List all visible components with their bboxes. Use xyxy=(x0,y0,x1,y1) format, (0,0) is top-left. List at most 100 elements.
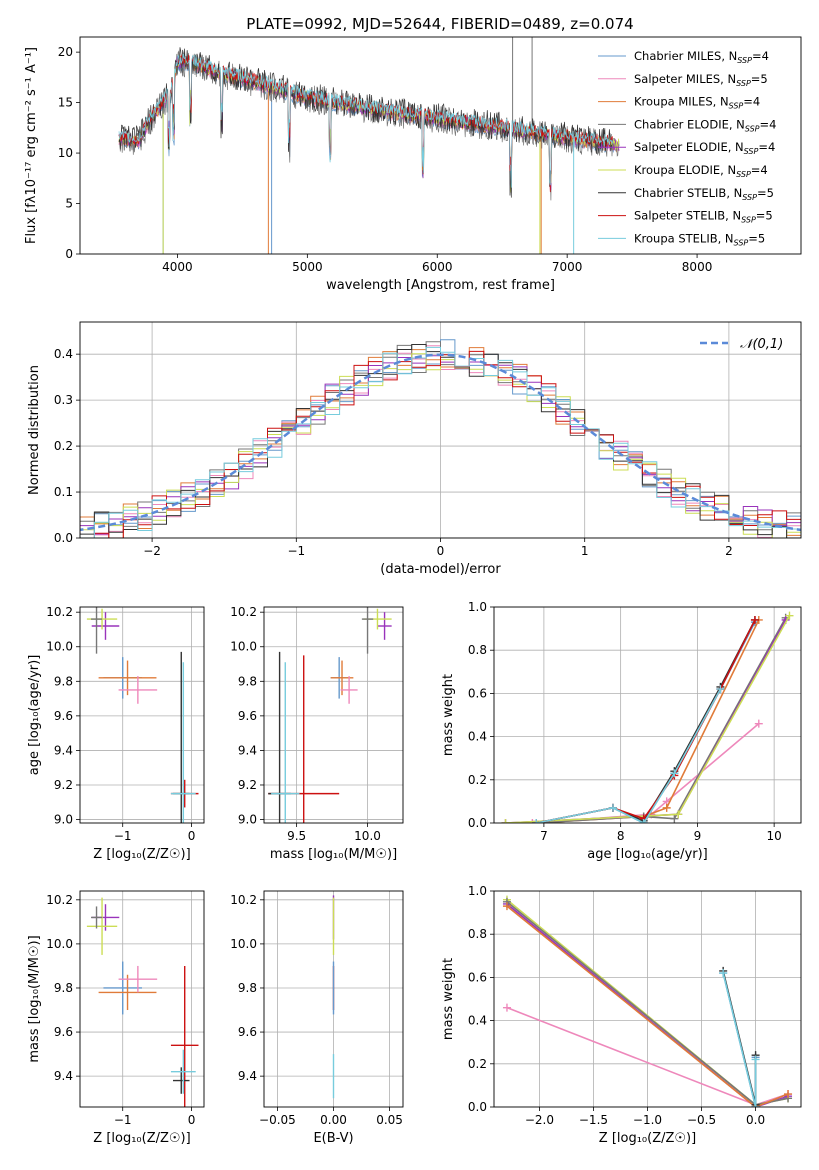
y-tick-label: 0.3 xyxy=(54,393,73,407)
y-tick-label: 9.4 xyxy=(54,1069,73,1083)
y-tick-label: 10.0 xyxy=(46,937,73,951)
x-tick-label: 10 xyxy=(766,829,781,843)
spectrum-line-0 xyxy=(118,59,620,188)
y-tick-label: 0.6 xyxy=(468,686,487,700)
axes-frame xyxy=(493,606,802,824)
x-tick-label: −0.5 xyxy=(687,1113,716,1127)
series-line-7 xyxy=(722,972,757,1107)
axes-frame xyxy=(79,321,802,539)
figure-title: PLATE=0992, MJD=52644, FIBERID=0489, z=0… xyxy=(246,15,633,33)
x-axis-label: age [log₁₀(age/yr)] xyxy=(587,847,708,862)
series-marker-1-0 xyxy=(528,819,537,823)
spectrum-line-4 xyxy=(118,56,620,191)
plot-area xyxy=(118,37,620,254)
panel-massweight_vs_age: 7 8 9 10 0.0 0.2 0.4 0.6 0.8 1.0 age [log₁₀(age/yr… xyxy=(441,600,802,862)
legend-label-sub: SSP xyxy=(736,79,751,88)
plot-area xyxy=(494,607,801,823)
plot-area xyxy=(80,607,204,823)
plot-area xyxy=(494,891,801,1107)
legend-label-rest: =4 xyxy=(751,163,768,177)
x-tick-label: 7000 xyxy=(552,260,583,274)
x-tick-label: −0.05 xyxy=(259,1113,296,1127)
legend-label-sub: SSP xyxy=(745,124,760,133)
axes-frame xyxy=(493,890,802,1108)
legend-label-rest: =5 xyxy=(757,186,774,200)
y-tick-label: 9.0 xyxy=(54,813,73,827)
legend-label-rest: =4 xyxy=(743,95,760,109)
series-marker-5-2 xyxy=(785,611,794,620)
x-axis-label: Z [log₁₀(Z/Z☉)] xyxy=(93,847,190,862)
panel-age_vs_Z: −1 0 9.0 9.2 9.4 9.6 9.8 10.0 10.2 Z [log₁₀(Z/Z☉)… xyxy=(27,605,205,862)
legend-label-sub: SSP xyxy=(741,216,756,225)
y-tick-label: 9.8 xyxy=(238,674,257,688)
x-tick-label: 0 xyxy=(437,544,445,558)
legend-label-6: Chabrier STELIB, NSSP=5 xyxy=(634,186,774,202)
y-axis-label: mass [log₁₀(M/M☉)] xyxy=(27,935,42,1062)
x-tick-label: 8000 xyxy=(682,260,713,274)
y-tick-label: 10.2 xyxy=(230,605,257,619)
x-tick-label: 9.5 xyxy=(287,829,306,843)
y-tick-label: 9.6 xyxy=(54,709,73,723)
panel-massweight_vs_Z: −2.0 −1.5 −1.0 −0.5 0.0 0.0 0.2 0.4 0.6 0.8 1.0 Z [… xyxy=(441,884,802,1146)
x-axis-label: mass [log₁₀(M/M☉)] xyxy=(270,847,397,862)
series-marker-1-3 xyxy=(754,719,763,728)
y-tick-label: 10.0 xyxy=(230,937,257,951)
legend-label-rest: =5 xyxy=(756,209,773,223)
x-tick-label: 0 xyxy=(188,829,196,843)
spectrum-line-8 xyxy=(118,53,613,188)
x-axis-label: E(B-V) xyxy=(313,1131,353,1146)
x-axis-label: (data-model)/error xyxy=(380,562,501,577)
y-tick-label: 10.2 xyxy=(46,605,73,619)
x-tick-label: 5000 xyxy=(292,260,323,274)
histogram-step-7 xyxy=(80,350,801,538)
y-tick-label: 9.6 xyxy=(238,1025,257,1039)
legend-label-sub: SSP xyxy=(736,170,751,179)
y-tick-label: 10.2 xyxy=(230,893,257,907)
legend-label-base: Salpeter MILES, N xyxy=(634,72,736,86)
spectrum-line-3 xyxy=(118,50,620,201)
y-tick-label: 0.6 xyxy=(468,970,487,984)
y-tick-label: 9.6 xyxy=(54,1025,73,1039)
series-marker-0-0 xyxy=(502,1003,511,1012)
legend-label-rest: =4 xyxy=(760,117,777,131)
y-tick-label: 0.2 xyxy=(54,439,73,453)
x-tick-label: −1 xyxy=(114,1113,132,1127)
x-tick-label: 7 xyxy=(540,829,548,843)
plot-area xyxy=(264,607,403,823)
series-line-0 xyxy=(536,621,756,823)
x-tick-label: 2 xyxy=(725,544,733,558)
series-marker-7-5 xyxy=(750,615,759,624)
x-tick-label: 0.0 xyxy=(746,1113,765,1127)
y-axis-label: age [log₁₀(age/yr)] xyxy=(27,655,42,776)
y-tick-label: 0.0 xyxy=(54,531,73,545)
y-tick-label: 9.2 xyxy=(238,778,257,792)
series-marker-7-1 xyxy=(751,1103,760,1107)
plot-area xyxy=(80,891,204,1107)
spectrum-line-6 xyxy=(118,47,613,198)
x-tick-label: −1 xyxy=(114,829,132,843)
y-tick-label: 9.8 xyxy=(54,981,73,995)
spectrum-line-1 xyxy=(118,59,620,191)
y-tick-label: 0.8 xyxy=(468,643,487,657)
y-tick-label: 0 xyxy=(65,247,73,261)
x-tick-label: −1 xyxy=(287,544,305,558)
legend-label-base: Salpeter STELIB, N xyxy=(634,209,741,223)
panel-residual_hist: −2 −1 0 1 2 0.0 0.1 0.2 0.3 0.4 (data-model)/error… xyxy=(27,321,802,577)
x-tick-label: −2.0 xyxy=(525,1113,554,1127)
y-tick-label: 0.0 xyxy=(468,816,487,830)
spectrum-line-5 xyxy=(118,55,620,193)
legend-label-1: Salpeter MILES, NSSP=5 xyxy=(634,72,768,88)
series-marker-4-2 xyxy=(784,1090,793,1099)
axes-frame xyxy=(263,890,404,1108)
legend-label-sub: SSP xyxy=(744,147,759,156)
legend-label-base: Chabrier STELIB, N xyxy=(634,186,742,200)
y-axis-label: mass weight xyxy=(441,958,456,1040)
y-tick-label: 9.4 xyxy=(54,743,73,757)
panel-spectrum: 4000 5000 6000 7000 8000 0 5 10 15 20 wavelength [… xyxy=(24,36,802,293)
x-axis-label: wavelength [Angstrom, rest frame] xyxy=(326,278,555,293)
legend-label-base: Chabrier MILES, N xyxy=(634,49,737,63)
y-tick-label: 5 xyxy=(65,197,73,211)
series-marker-7-0 xyxy=(719,969,728,978)
